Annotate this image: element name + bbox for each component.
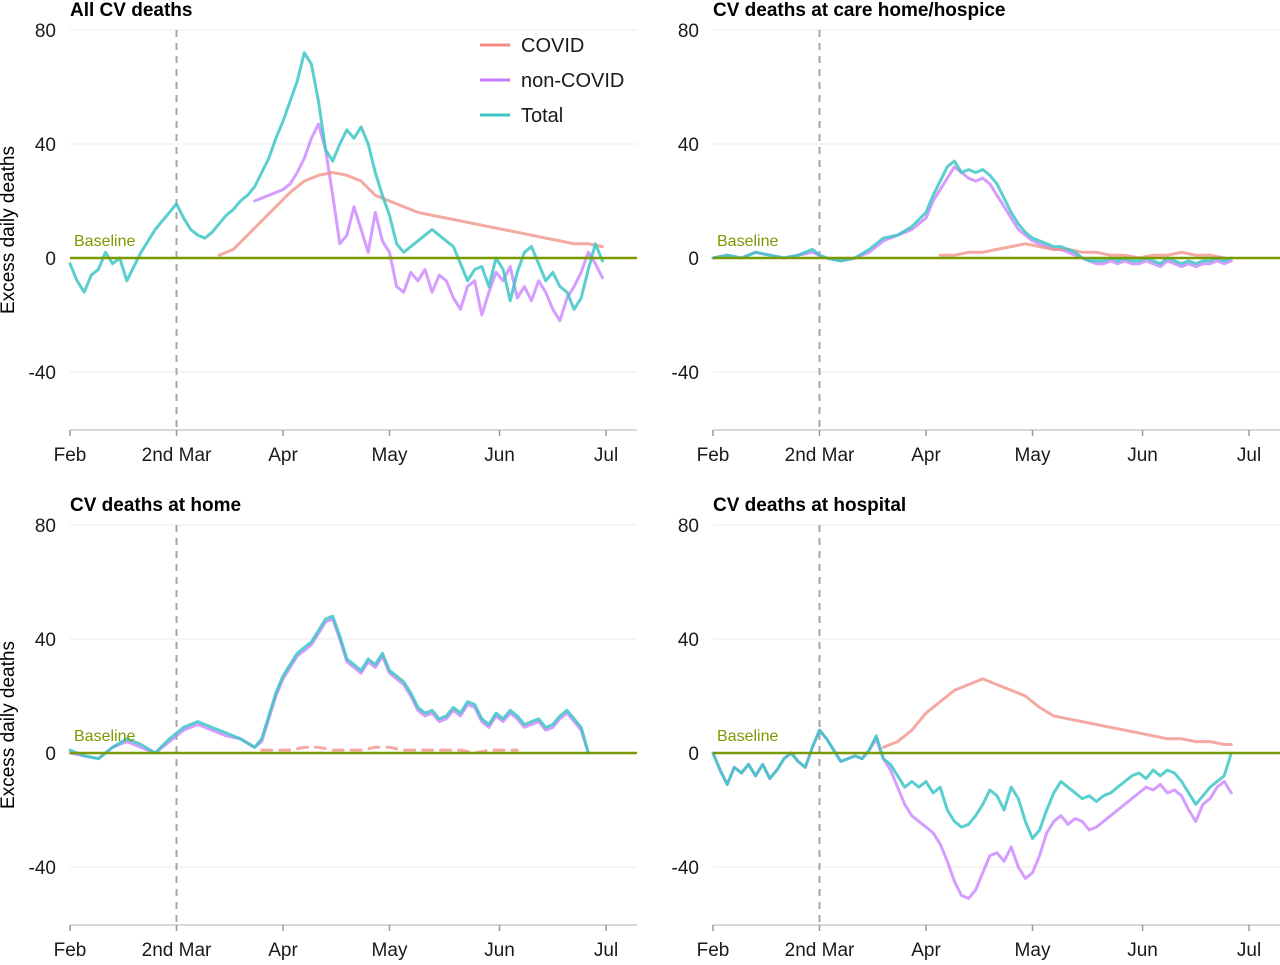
legend-item-label: COVID: [521, 35, 584, 57]
baseline-label: Baseline: [717, 233, 778, 250]
x-tick-label: Apr: [911, 940, 941, 960]
series-line-non-covid: [253, 122, 604, 323]
panel-title: CV deaths at hospital: [713, 495, 906, 516]
x-tick-label: Jul: [594, 445, 618, 466]
series-line-non-covid: [711, 728, 1233, 900]
x-tick-label: May: [1015, 940, 1051, 960]
y-tick-label: 0: [688, 744, 699, 765]
x-tick-label: Jun: [484, 940, 515, 960]
panel-title: CV deaths at care home/hospice: [713, 0, 1006, 21]
panel-4: CV deaths at hospital 80 40 0 -40 Feb 2nd Mar A…: [672, 495, 1280, 961]
panel-1: All CV deaths 80 40 0 -40 Excess daily deaths…: [0, 0, 637, 466]
baseline-label: Baseline: [74, 728, 135, 745]
x-tick-label: 2nd Mar: [785, 445, 855, 466]
x-tick-label: Jun: [1127, 940, 1158, 960]
series-line-total: [711, 728, 1233, 840]
series-line-total: [68, 51, 604, 311]
y-tick-label: -40: [672, 363, 699, 384]
y-tick-label: 40: [35, 630, 56, 651]
y-tick-label: -40: [29, 363, 56, 384]
y-tick-label: 0: [45, 249, 56, 270]
y-tick-label: 0: [45, 744, 56, 765]
y-axis-label: Excess daily deaths: [0, 146, 19, 314]
legend-item-label: Total: [521, 105, 563, 127]
y-tick-label: 80: [678, 516, 699, 537]
series-line-non-covid: [68, 617, 590, 761]
x-tick-label: May: [372, 940, 408, 960]
y-tick-label: 40: [678, 630, 699, 651]
panel-title: CV deaths at home: [70, 495, 241, 516]
x-tick-label: Apr: [268, 445, 298, 466]
x-tick-label: Jun: [484, 445, 515, 466]
x-tick-label: Jul: [1237, 445, 1261, 466]
y-tick-label: 0: [688, 249, 699, 270]
x-tick-label: Jun: [1127, 445, 1158, 466]
y-tick-label: -40: [672, 858, 699, 879]
y-axis-label: Excess daily deaths: [0, 641, 19, 809]
x-tick-label: Jul: [594, 940, 618, 960]
panel-2: CV deaths at care home/hospice 80 40 0 -40 Fe…: [672, 0, 1280, 466]
x-tick-label: Feb: [54, 445, 87, 466]
panel-title: All CV deaths: [70, 0, 192, 21]
series-line-covid: [260, 745, 519, 755]
x-tick-label: Jul: [1237, 940, 1261, 960]
panel-3: CV deaths at home 80 40 0 -40 Excess daily de…: [0, 495, 637, 961]
legend-item-label: non-COVID: [521, 70, 624, 92]
y-tick-label: 80: [678, 21, 699, 42]
x-tick-label: Apr: [268, 940, 298, 960]
x-tick-label: May: [1015, 445, 1051, 466]
x-tick-label: Apr: [911, 445, 941, 466]
y-tick-label: 80: [35, 516, 56, 537]
x-tick-label: May: [372, 445, 408, 466]
baseline-label: Baseline: [74, 233, 135, 250]
x-tick-label: Feb: [54, 940, 87, 960]
series-line-total: [68, 614, 590, 761]
y-tick-label: -40: [29, 858, 56, 879]
series-line-covid: [938, 242, 1226, 260]
y-tick-label: 40: [678, 135, 699, 156]
y-tick-label: 40: [35, 135, 56, 156]
y-tick-label: 80: [35, 21, 56, 42]
x-tick-label: 2nd Mar: [142, 445, 212, 466]
baseline-label: Baseline: [717, 728, 778, 745]
x-tick-label: 2nd Mar: [142, 940, 212, 960]
x-tick-label: 2nd Mar: [785, 940, 855, 960]
x-tick-label: Feb: [697, 445, 730, 466]
legend: COVID non-COVID Total: [480, 35, 624, 127]
series-line-covid: [881, 677, 1233, 749]
series-line-covid: [217, 171, 604, 257]
x-tick-label: Feb: [697, 940, 730, 960]
series-line-total: [711, 159, 1233, 266]
